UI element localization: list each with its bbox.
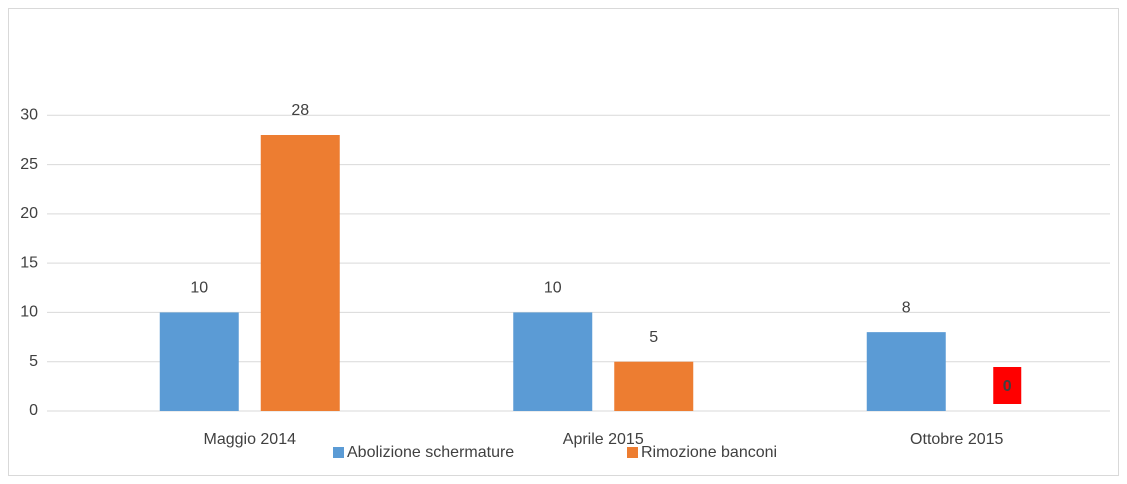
data-label: 5 bbox=[649, 329, 658, 346]
data-label: 10 bbox=[190, 280, 208, 297]
x-tick-label: Maggio 2014 bbox=[203, 431, 296, 448]
bar bbox=[260, 135, 340, 411]
legend-swatch bbox=[627, 447, 638, 458]
y-tick-label: 10 bbox=[20, 304, 38, 321]
data-label: 0 bbox=[1003, 378, 1012, 395]
bar bbox=[513, 312, 593, 411]
bar bbox=[159, 312, 239, 411]
y-tick-label: 20 bbox=[20, 205, 38, 222]
data-label: 28 bbox=[291, 102, 309, 119]
y-tick-label: 25 bbox=[20, 156, 38, 173]
legend-label: Abolizione schermature bbox=[347, 444, 514, 461]
data-label: 8 bbox=[902, 299, 911, 316]
label-highlight bbox=[993, 367, 1022, 404]
y-tick-label: 15 bbox=[20, 254, 38, 271]
bar bbox=[866, 332, 946, 411]
y-tick-label: 30 bbox=[20, 107, 38, 124]
y-tick-label: 0 bbox=[29, 402, 38, 419]
x-tick-label: Aprile 2015 bbox=[563, 431, 644, 448]
y-tick-label: 5 bbox=[29, 353, 38, 370]
data-label: 10 bbox=[544, 280, 562, 297]
bar bbox=[614, 361, 694, 411]
legend-label: Rimozione banconi bbox=[641, 444, 777, 461]
legend-swatch bbox=[333, 447, 344, 458]
x-tick-label: Ottobre 2015 bbox=[910, 431, 1004, 448]
